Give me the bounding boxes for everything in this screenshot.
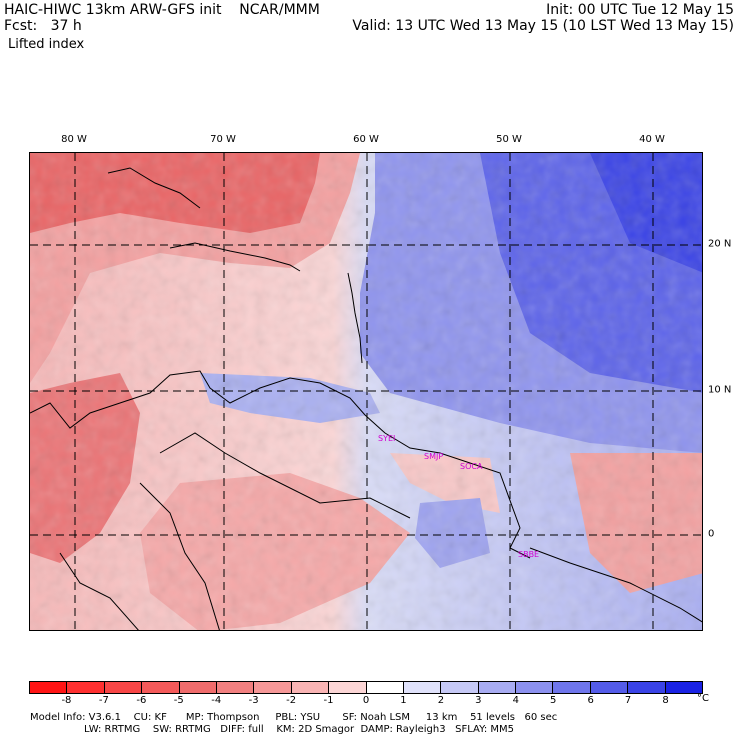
colorbar-segment [590,682,629,693]
colorbar-segment [553,682,591,693]
station-labels: SYEI SMJP SOCA SBBE [378,434,539,559]
lifted-index-map: SYEI SMJP SOCA SBBE [29,152,703,631]
colorbar-tick-label: -7 [98,695,109,706]
colorbar-segment [516,682,554,693]
colorbar-tick-label: 8 [662,695,669,706]
graticule [30,153,702,630]
model-info-line2: LW: RRTMG SW: RRTMG DIFF: full KM: 2D Sm… [30,724,515,735]
colorbar-tick-label: -6 [136,695,147,706]
colorbar-tick-label: 7 [624,695,632,706]
colorbar-unit: °C [697,693,709,704]
colorbar-tick-label: -3 [248,695,259,706]
colorbar-segment [179,682,217,693]
colorbar-tick-label: 4 [512,695,519,706]
colorbar-tick-label: 5 [550,695,557,706]
lat-label-20n: 20 N [708,238,732,250]
lon-label-40w: 40 W [639,134,665,145]
colorbar-segment [142,682,180,693]
site-syei: SYEI [378,434,395,443]
model-title: HAIC-HIWC 13km ARW-GFS init NCAR/MMM [4,2,320,18]
colorbar-tick-label: -2 [286,695,297,706]
colorbar-segment [366,682,404,693]
site-sbbe: SBBE [518,550,539,559]
colorbar-segment [254,682,292,693]
colorbar-tick-label: 0 [362,695,370,706]
colorbar-segment [403,682,442,693]
lon-label-50w: 50 W [496,134,522,145]
site-smjp: SMJP [424,452,443,461]
colorbar-tick-label: 3 [475,695,482,706]
colorbar-tick-label: 1 [400,695,407,706]
valid-time: Valid: 13 UTC Wed 13 May 15 (10 LST Wed … [352,18,734,34]
model-info-line1: Model Info: V3.6.1 CU: KF MP: Thompson P… [30,712,558,723]
colorbar-segment [30,682,68,693]
colorbar-tick-label: -8 [61,695,72,706]
lon-label-70w: 70 W [210,134,236,145]
forecast-hour: Fcst: 37 h [4,18,82,34]
init-time: Init: 00 UTC Tue 12 May 15 [546,2,734,18]
colorbar-segment [216,682,255,693]
colorbar-segment [441,682,479,693]
colorbar-tick-label: -5 [173,695,184,706]
site-soca: SOCA [460,462,483,471]
colorbar-tick-label: 6 [587,695,594,706]
lon-label-80w: 80 W [61,134,87,145]
colorbar-segment [291,682,330,693]
lat-label-10n: 10 N [708,384,732,396]
colorbar-tick-label: -4 [211,695,222,706]
lat-label-0: 0 [708,528,715,540]
colorbar-segment [628,682,666,693]
colorbar-tick-label: -1 [323,695,334,706]
lon-label-60w: 60 W [353,134,379,145]
colorbar-segment [104,682,143,693]
field-name: Lifted index [8,37,85,52]
colorbar-segment [329,682,367,693]
colorbar-tick-label: 2 [437,695,445,706]
colorbar-segment [665,682,703,693]
colorbar [29,681,703,694]
colorbar-segment [478,682,517,693]
colorbar-segment [67,682,105,693]
coastlines [30,167,702,630]
